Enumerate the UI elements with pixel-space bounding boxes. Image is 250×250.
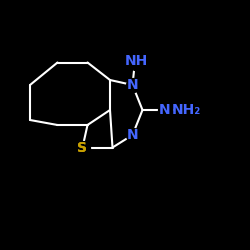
Text: NH: NH — [124, 54, 148, 68]
Text: S: S — [78, 140, 88, 154]
Text: N: N — [127, 78, 138, 92]
Text: NH₂: NH₂ — [172, 103, 201, 117]
Text: N: N — [127, 128, 138, 142]
Text: S: S — [78, 140, 88, 154]
Text: N: N — [159, 103, 171, 117]
